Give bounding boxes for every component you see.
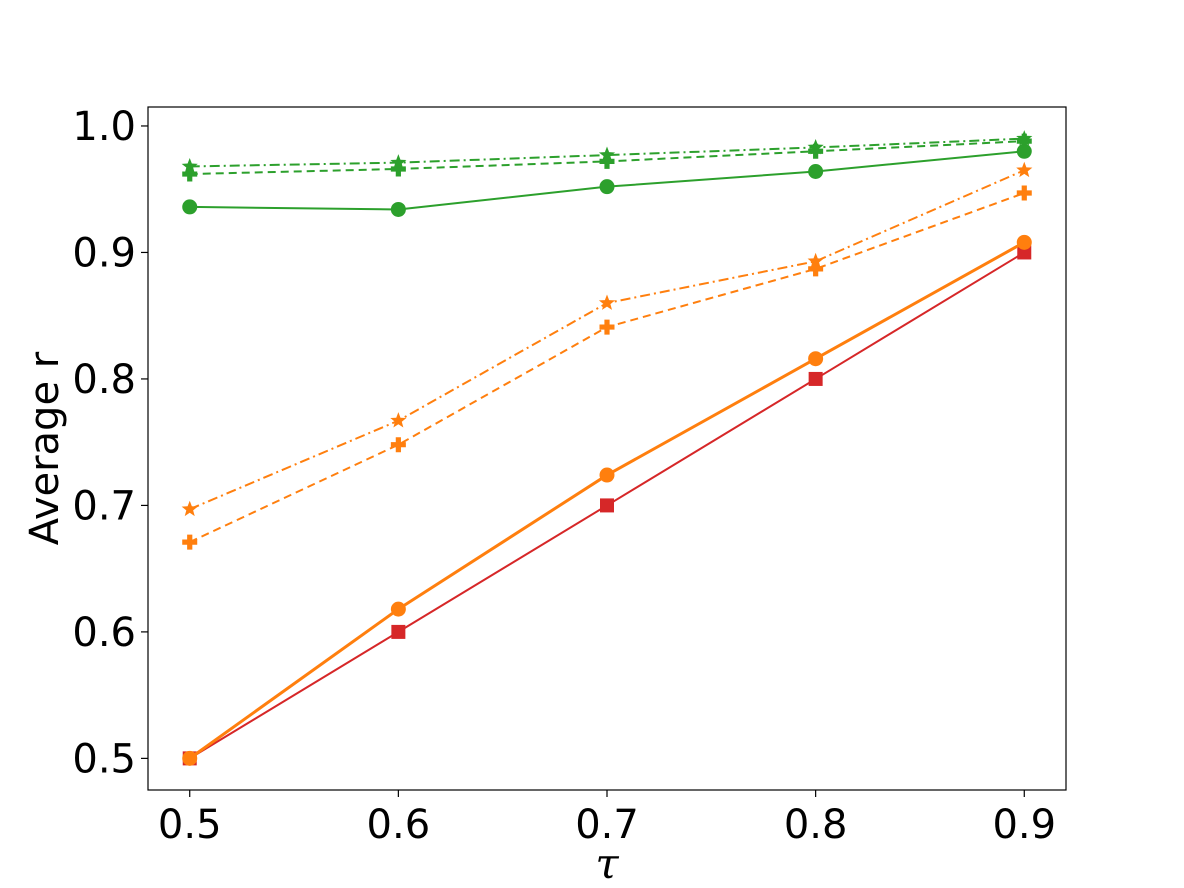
data-point [808,143,824,159]
y-tick-label: 1.0 [72,104,136,150]
data-point [391,624,406,639]
data-point [807,252,824,269]
y-tick-label: 0.5 [72,736,136,782]
data-point [1016,130,1033,146]
x-tick-label: 0.9 [992,802,1056,848]
data-point [599,153,615,169]
data-point [1016,143,1032,159]
data-point [808,351,824,367]
data-point [181,500,198,517]
data-point [599,467,615,483]
data-point [390,601,406,617]
data-point [1016,161,1033,178]
y-tick-label: 0.7 [72,483,136,529]
y-axis-label: Average r [22,351,68,545]
data-point [598,294,616,310]
x-tick-label: 0.5 [158,802,222,848]
data-point [182,166,198,182]
series-line [189,137,1025,168]
data-point [600,498,614,513]
data-point [808,164,824,180]
x-tick-label: 0.8 [784,802,848,848]
data-point [1016,234,1032,250]
y-tick-label: 0.8 [72,357,136,403]
data-point [808,261,824,277]
data-point [182,750,198,766]
series-4 [182,143,1032,217]
series-2 [182,185,1032,550]
data-point [598,146,616,162]
data-point [1016,185,1032,201]
data-point [808,371,823,386]
y-axis-ticks: 0.5 0.6 0.7 0.8 0.9 1.0 [72,104,148,782]
data-point [599,319,615,335]
y-tick-label: 0.9 [72,230,136,276]
series-layer [181,130,1033,766]
x-axis-label: τ [595,839,619,888]
series-3 [181,161,1033,517]
y-tick-label: 0.6 [72,610,136,656]
data-point [390,437,406,453]
x-axis-ticks: 0.5 0.6 0.7 0.8 0.9 [158,790,1056,848]
data-point [807,138,824,155]
x-tick-label: 0.7 [575,802,639,848]
data-point [181,157,198,174]
series-1 [182,234,1032,766]
data-point [599,179,615,195]
data-point [182,534,198,550]
data-point [390,201,406,217]
data-point [390,154,407,170]
data-point [390,161,406,177]
data-point [390,412,407,428]
series-6 [181,130,1033,174]
data-point [182,199,198,215]
x-tick-label: 0.6 [367,802,431,848]
